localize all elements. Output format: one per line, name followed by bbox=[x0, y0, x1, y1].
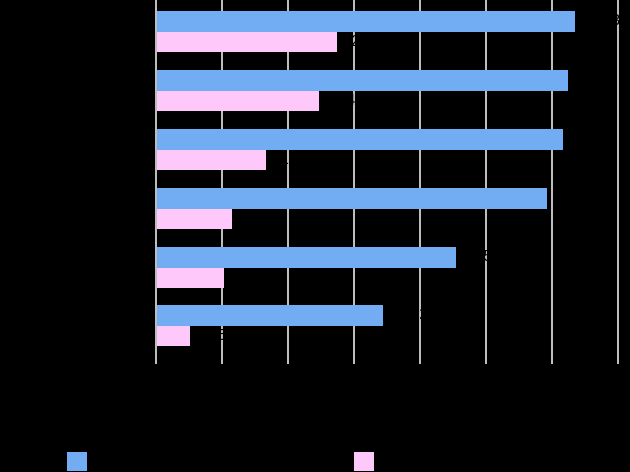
x-tick-label: 4 bbox=[416, 368, 424, 383]
data-label: 1.02 bbox=[238, 269, 270, 286]
gridline bbox=[617, 0, 619, 364]
bar-series-2 bbox=[157, 91, 319, 111]
data-label: 2.45 bbox=[333, 92, 365, 109]
gridline bbox=[287, 0, 289, 364]
data-label: 6.23 bbox=[582, 71, 614, 88]
bar-series-1 bbox=[157, 11, 575, 32]
data-label: 0.5 bbox=[204, 327, 227, 344]
gridline bbox=[221, 0, 223, 364]
bar-series-2 bbox=[157, 268, 224, 288]
legend-swatch-series-1 bbox=[67, 452, 87, 471]
bar-series-1 bbox=[157, 188, 547, 209]
bar-series-1 bbox=[157, 305, 383, 326]
gridline bbox=[551, 0, 553, 364]
bar-series-2 bbox=[157, 150, 266, 170]
bar-series-1 bbox=[157, 70, 568, 91]
x-tick-label: 3 bbox=[350, 368, 358, 383]
bar-series-1 bbox=[157, 129, 563, 150]
gridline bbox=[155, 0, 157, 364]
bar-series-1 bbox=[157, 247, 456, 268]
bar-series-2 bbox=[157, 326, 190, 346]
gridline bbox=[419, 0, 421, 364]
data-label: 2.73 bbox=[351, 33, 383, 50]
gridline bbox=[485, 0, 487, 364]
gridline bbox=[353, 0, 355, 364]
data-label: 3.42 bbox=[397, 306, 429, 323]
data-label: 6.15 bbox=[577, 130, 609, 147]
x-tick-label: 1 bbox=[218, 368, 226, 383]
data-label: 1.65 bbox=[280, 151, 312, 168]
x-tick-label: 0 bbox=[152, 368, 160, 383]
x-tick-label: 2 bbox=[284, 368, 292, 383]
data-label: 5.91 bbox=[561, 189, 593, 206]
x-tick-label: 6 bbox=[548, 368, 556, 383]
x-tick-label: 7 bbox=[614, 368, 622, 383]
data-label: 4.53 bbox=[470, 248, 502, 265]
data-label: 6.33 bbox=[589, 12, 621, 29]
bar-series-2 bbox=[157, 209, 232, 229]
data-label: 1.14 bbox=[246, 210, 278, 227]
x-tick-label: 5 bbox=[482, 368, 490, 383]
legend-swatch-series-2 bbox=[354, 452, 374, 471]
bar-series-2 bbox=[157, 32, 337, 52]
